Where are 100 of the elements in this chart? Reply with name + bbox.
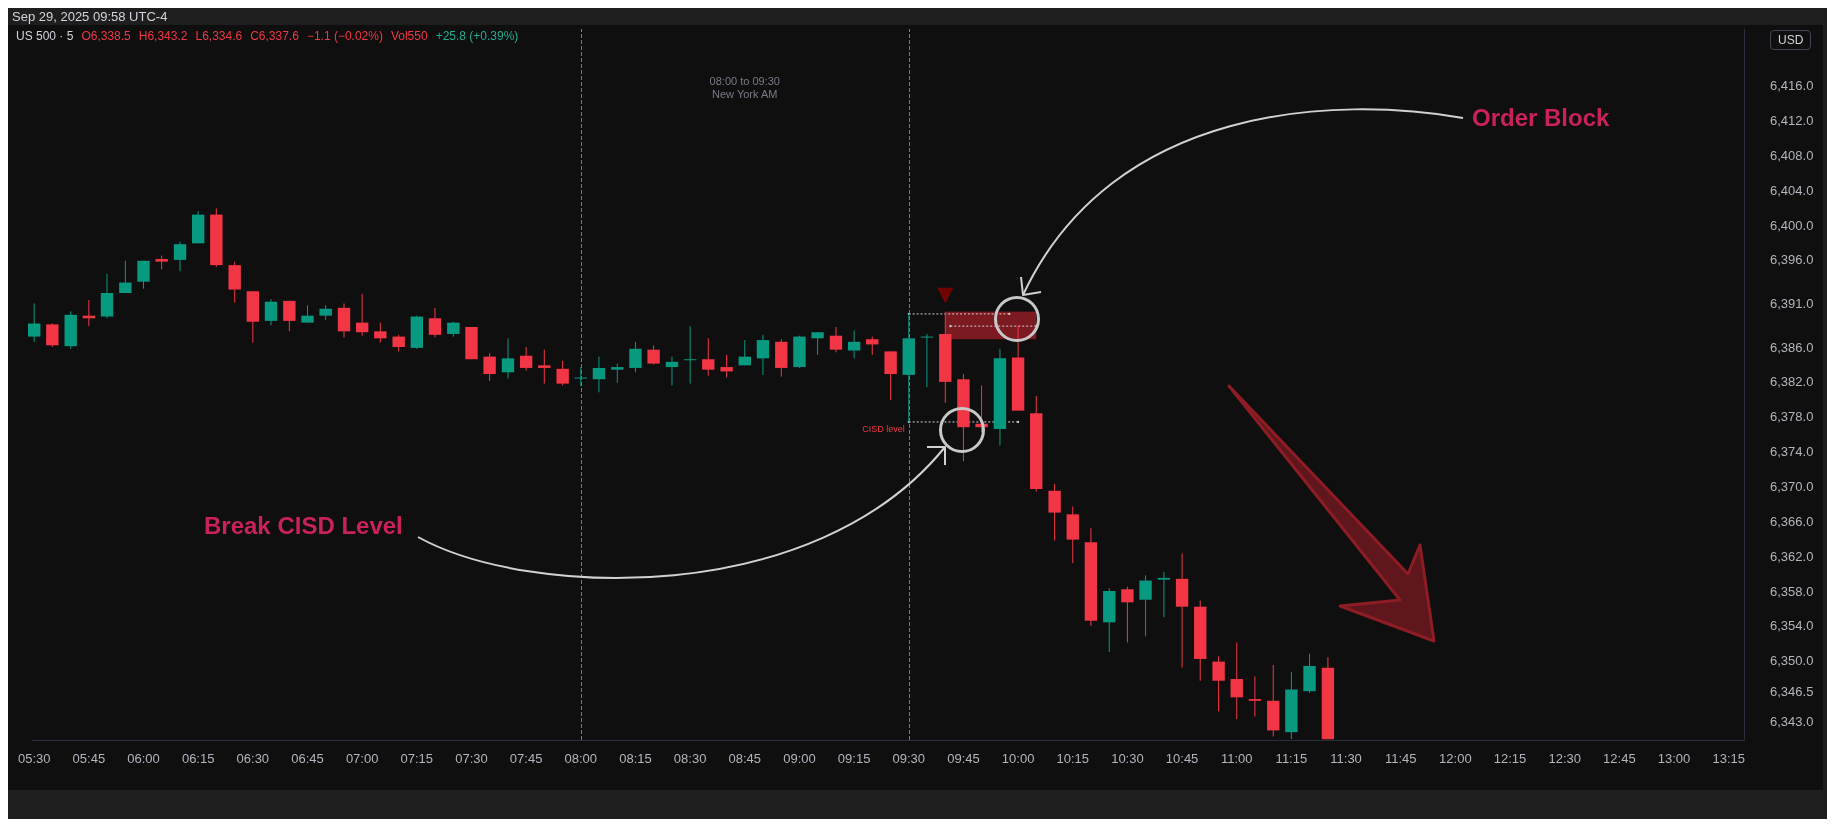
annotation: −1.1 (−0.02%) bbox=[306, 29, 383, 43]
candlestick bbox=[137, 260, 150, 290]
y-tick-label: 6,412.0 bbox=[1770, 112, 1814, 128]
candlestick bbox=[374, 322, 387, 344]
annotation: CISD level bbox=[862, 423, 905, 434]
annotation: +25.8 (+0.39%) bbox=[435, 29, 519, 43]
x-tick-label: 12:30 bbox=[1548, 751, 1581, 766]
candlestick bbox=[27, 302, 41, 343]
x-tick-label: 06:00 bbox=[127, 751, 160, 766]
y-tick-label: 6,378.0 bbox=[1770, 409, 1814, 425]
x-tick-label: 13:00 bbox=[1657, 751, 1691, 766]
candlestick bbox=[1248, 675, 1262, 717]
candlestick bbox=[1121, 586, 1134, 643]
annotation: Break CISD Level bbox=[204, 512, 403, 540]
x-tick-label: 12:45 bbox=[1603, 751, 1636, 766]
x-tick-label: 10:15 bbox=[1056, 751, 1090, 766]
y-tick-label: 6,408.0 bbox=[1770, 147, 1814, 163]
x-tick-label: 13:15 bbox=[1712, 751, 1745, 766]
candlestick bbox=[538, 349, 551, 385]
candlestick bbox=[1230, 641, 1243, 720]
x-tick-label: 09:30 bbox=[892, 751, 926, 766]
candlestick bbox=[702, 337, 715, 377]
x-tick-label: 06:15 bbox=[181, 751, 215, 766]
y-tick-label: 6,358.0 bbox=[1770, 583, 1814, 599]
candlestick bbox=[556, 360, 569, 386]
x-tick-label: 08:30 bbox=[673, 751, 707, 766]
x-tick-label: 08:00 bbox=[564, 751, 598, 766]
candlestick bbox=[1048, 483, 1061, 541]
candlestick bbox=[574, 366, 587, 387]
annotation: H6,343.2 bbox=[138, 29, 188, 43]
candlestick bbox=[428, 307, 442, 338]
x-tick-label: 07:15 bbox=[400, 751, 434, 766]
candlestick bbox=[629, 341, 642, 373]
x-tick-label: 11:00 bbox=[1220, 751, 1253, 766]
candlestick bbox=[720, 354, 733, 379]
annotation: 08:00 to 09:30 bbox=[708, 75, 781, 88]
candlestick bbox=[1212, 655, 1225, 712]
candlestick bbox=[884, 350, 897, 401]
candlestick bbox=[264, 298, 278, 326]
x-tick-label: 08:15 bbox=[619, 751, 652, 766]
candlestick bbox=[847, 329, 861, 359]
x-tick-label: 07:30 bbox=[455, 751, 488, 766]
x-tick-label: 09:15 bbox=[837, 751, 871, 766]
candlestick bbox=[1157, 571, 1171, 618]
x-tick-label: 12:15 bbox=[1493, 751, 1527, 766]
y-tick-label: 6,346.5 bbox=[1770, 683, 1814, 699]
annotation: C6,337.6 bbox=[250, 29, 299, 43]
candlestick bbox=[119, 260, 132, 294]
x-tick-label: 10:30 bbox=[1111, 751, 1144, 766]
x-tick-label: 09:00 bbox=[783, 751, 816, 766]
annotation: US 500 · 5 bbox=[16, 29, 74, 43]
y-tick-label: 6,404.0 bbox=[1770, 182, 1814, 198]
chart-title: Sep 29, 2025 09:58 UTC-4 bbox=[12, 8, 168, 25]
x-tick-label: 07:45 bbox=[509, 751, 543, 766]
x-tick-label: 09:45 bbox=[947, 751, 980, 766]
x-tick-label: 06:45 bbox=[291, 751, 324, 766]
candlestick bbox=[683, 325, 697, 385]
y-tick-label: 6,391.0 bbox=[1770, 295, 1814, 311]
candlestick bbox=[337, 302, 351, 338]
y-tick-label: 6,400.0 bbox=[1770, 217, 1814, 233]
y-tick-label: 6,382.0 bbox=[1770, 374, 1814, 390]
y-tick-label: 6,362.0 bbox=[1770, 548, 1814, 564]
text: USD bbox=[1770, 30, 1812, 50]
candlestick bbox=[355, 293, 369, 337]
x-tick-label: 05:30 bbox=[17, 751, 51, 766]
candlestick bbox=[483, 352, 496, 382]
annotation: Order Block bbox=[1472, 104, 1610, 132]
annotation: Vol550 bbox=[390, 29, 428, 43]
x-tick-label: 07:00 bbox=[345, 751, 379, 766]
y-tick-label: 6,396.0 bbox=[1770, 252, 1814, 268]
candlestick bbox=[501, 337, 515, 379]
x-tick-label: 10:00 bbox=[1001, 751, 1035, 766]
candlestick bbox=[665, 356, 679, 386]
x-tick-label: 10:45 bbox=[1165, 751, 1199, 766]
candlestick bbox=[283, 300, 296, 332]
candlestick bbox=[1139, 574, 1152, 637]
candlestick bbox=[866, 336, 879, 356]
candlestick bbox=[592, 356, 606, 393]
x-tick-label: 11:15 bbox=[1275, 751, 1308, 766]
candlestick bbox=[829, 326, 843, 353]
annotation: New York AM bbox=[711, 88, 779, 101]
candlestick bbox=[100, 273, 114, 319]
x-tick-label: 05:45 bbox=[72, 751, 106, 766]
y-tick-label: 6,386.0 bbox=[1770, 339, 1814, 355]
annotation: O6,338.5 bbox=[81, 29, 131, 43]
y-tick-label: 6,350.0 bbox=[1770, 653, 1814, 669]
x-tick-label: 12:00 bbox=[1439, 751, 1472, 766]
x-tick-label: 06:30 bbox=[236, 751, 270, 766]
y-tick-label: 6,366.0 bbox=[1770, 513, 1814, 529]
y-tick-label: 6,370.0 bbox=[1770, 478, 1814, 494]
candlestick bbox=[920, 333, 934, 388]
y-tick-label: 6,416.0 bbox=[1770, 78, 1814, 94]
y-tick-label: 6,354.0 bbox=[1770, 618, 1814, 634]
y-tick-label: 6,343.0 bbox=[1770, 714, 1814, 730]
x-tick-label: 08:45 bbox=[728, 751, 762, 766]
candlestick bbox=[756, 334, 770, 376]
annotation: L6,334.6 bbox=[195, 29, 243, 43]
y-tick-label: 6,374.0 bbox=[1770, 444, 1814, 460]
candlestick bbox=[811, 331, 824, 356]
candlestick bbox=[173, 241, 187, 272]
